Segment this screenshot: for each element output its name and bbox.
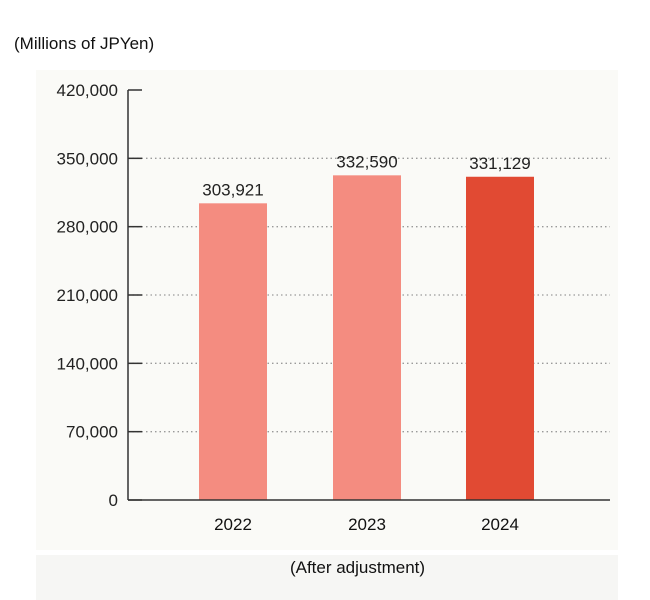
data-label-2022: 303,921	[202, 180, 263, 199]
data-label-2023: 332,590	[336, 152, 397, 171]
bars	[199, 175, 534, 501]
labels: 0 70,000 140,000 210,000 280,000 350,000 420,0…	[57, 81, 531, 534]
bar-2024	[466, 176, 534, 501]
x-tick-label-2022: 2022	[214, 515, 252, 534]
y-tick-label: 140,000	[57, 354, 118, 373]
x-tick-label-2024: 2024	[481, 515, 519, 534]
y-tick-label: 350,000	[57, 149, 118, 168]
y-tick-label: 280,000	[57, 218, 118, 237]
bar-chart: 0 70,000 140,000 210,000 280,000 350,000 420,0…	[57, 81, 610, 534]
axes	[127, 89, 610, 501]
bar-2022	[199, 203, 267, 500]
adjustment-caption: (After adjustment)	[289, 558, 426, 577]
bar-2023	[333, 175, 401, 501]
y-tick-label: 0	[109, 491, 118, 510]
x-tick-label-2023: 2023	[348, 515, 386, 534]
y-tick-label: 70,000	[66, 423, 118, 442]
data-label-2024: 331,129	[469, 154, 530, 173]
y-tick-label: 420,000	[57, 81, 118, 100]
y-tick-label: 210,000	[57, 286, 118, 305]
unit-label: (Millions of JPYen)	[14, 34, 155, 53]
caption-band	[36, 555, 618, 600]
